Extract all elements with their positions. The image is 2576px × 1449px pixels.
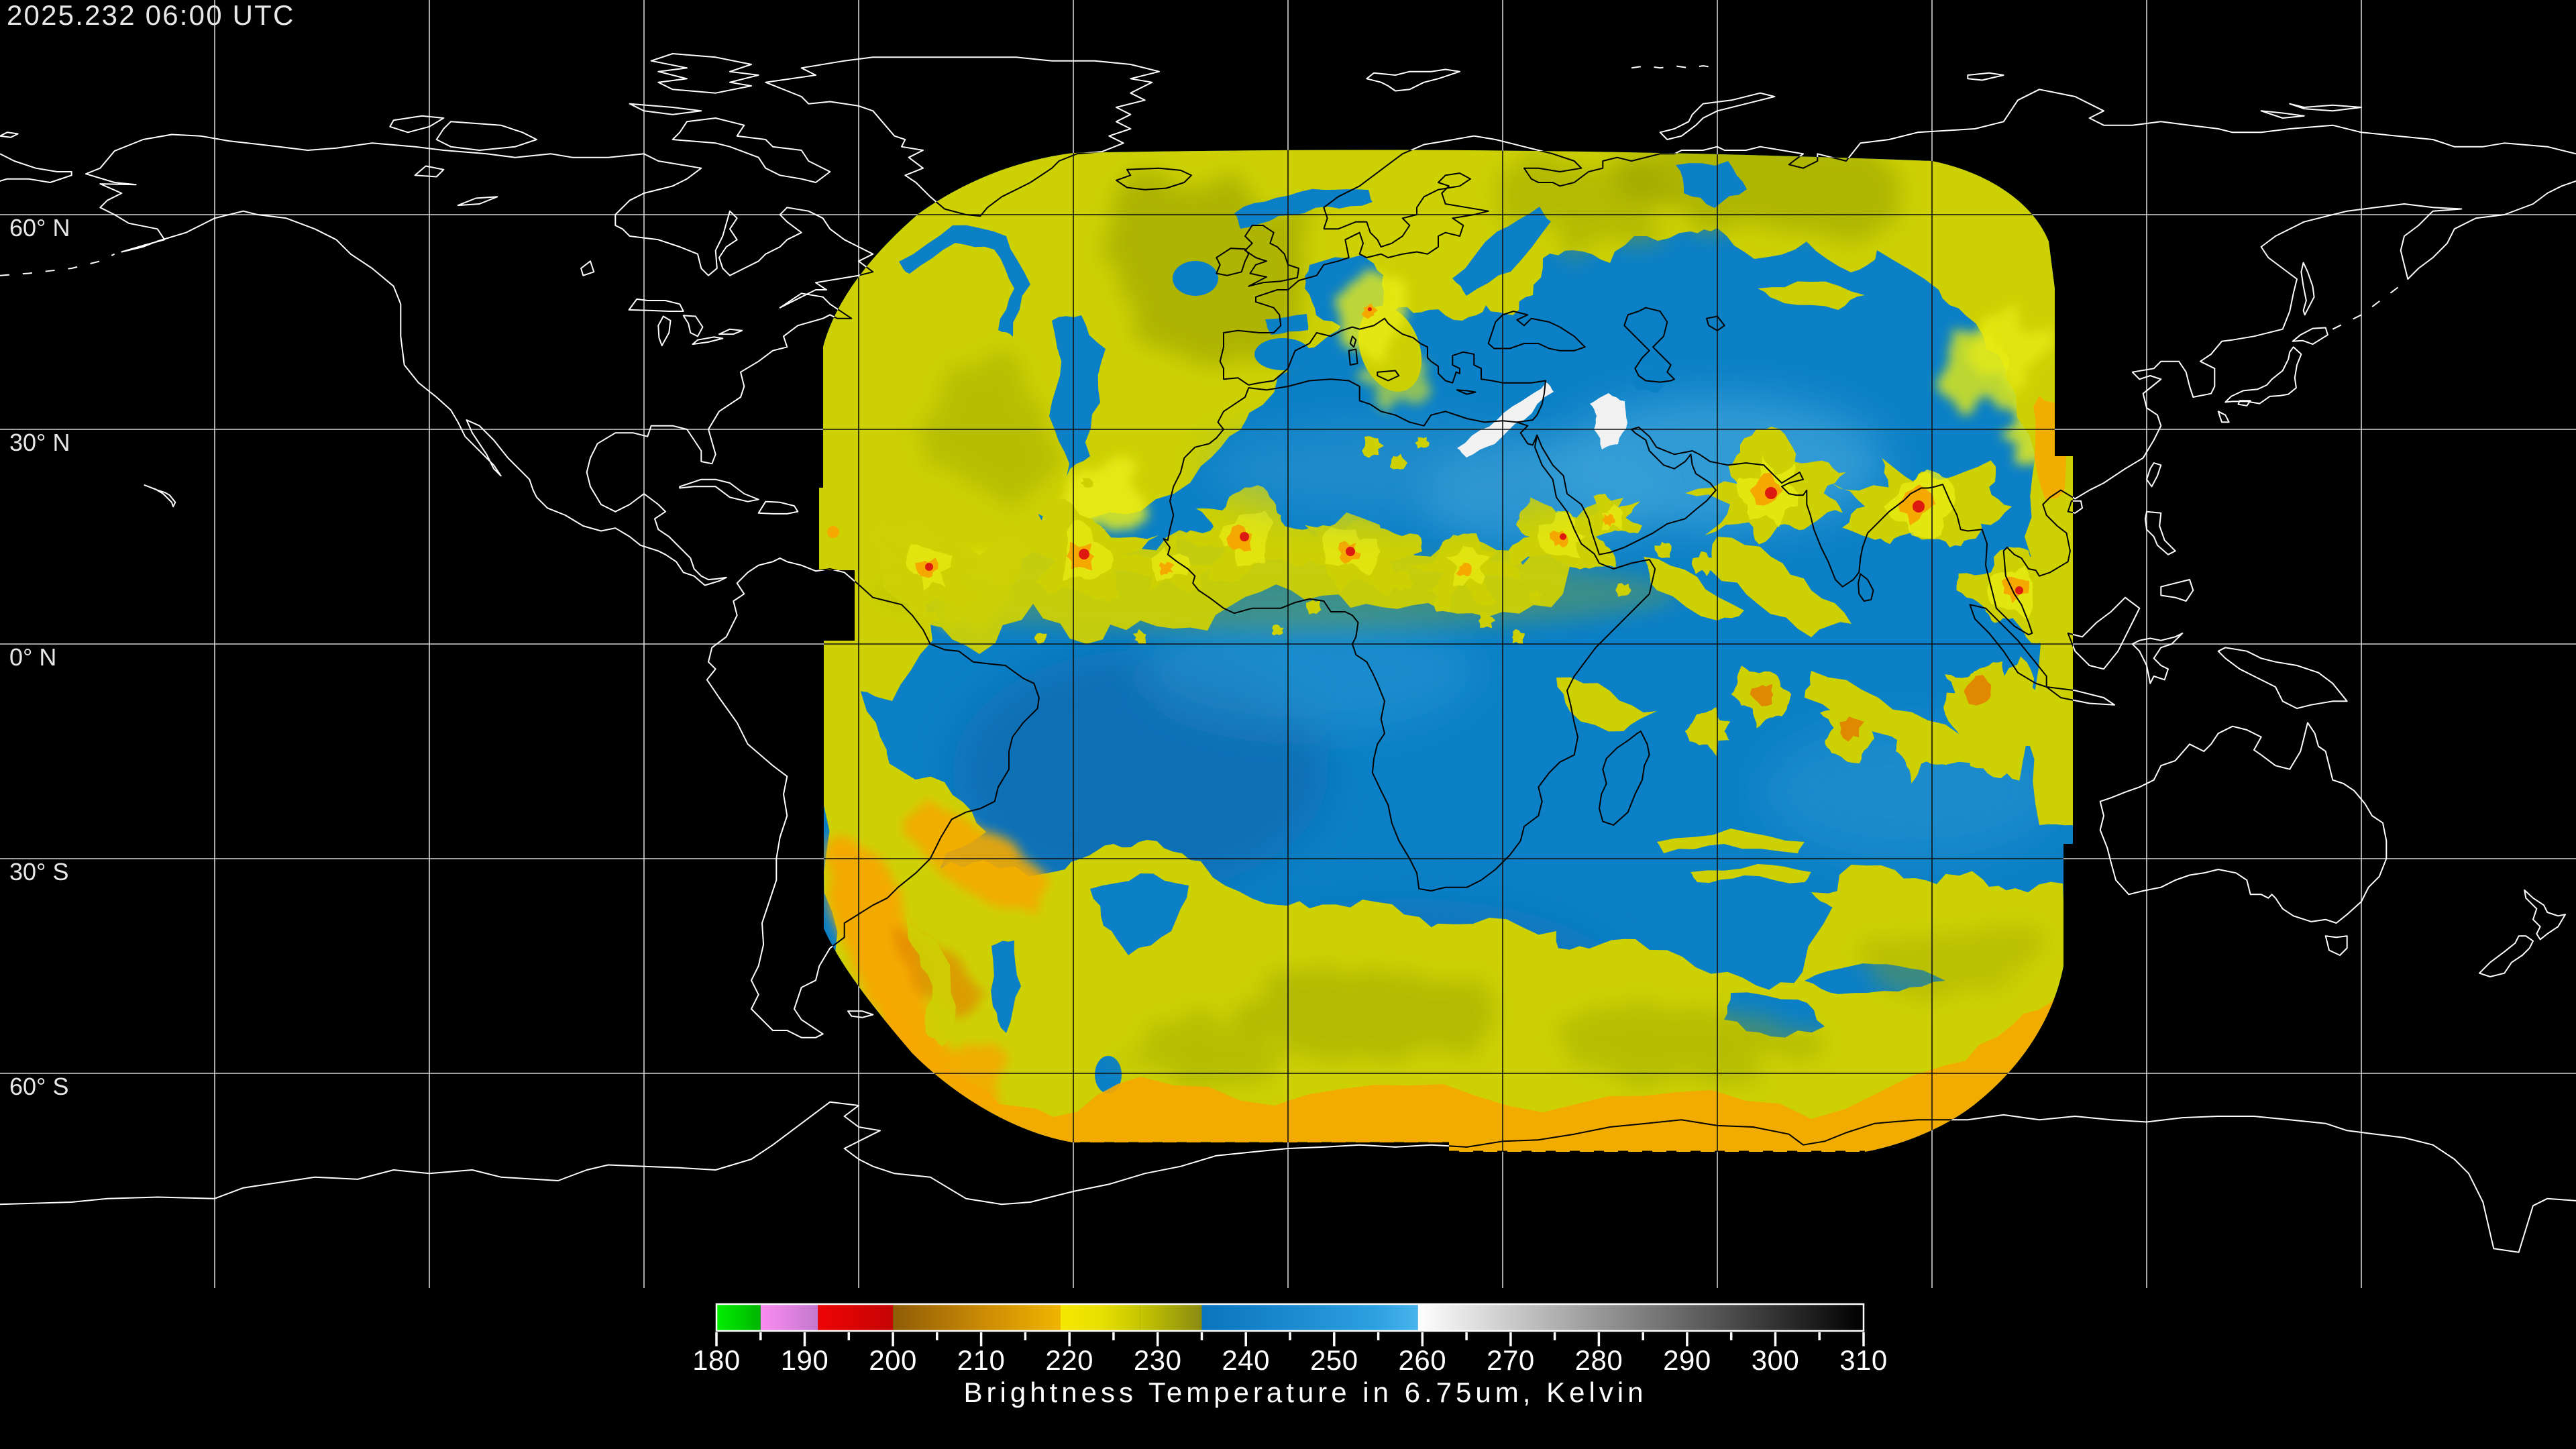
svg-text:30° N: 30° N (9, 429, 70, 456)
svg-text:290: 290 (1663, 1344, 1711, 1376)
svg-text:270: 270 (1487, 1344, 1535, 1376)
svg-text:180: 180 (692, 1344, 741, 1376)
svg-text:0° N: 0° N (9, 643, 56, 671)
svg-text:210: 210 (957, 1344, 1006, 1376)
svg-text:2025.232 06:00 UTC: 2025.232 06:00 UTC (7, 0, 295, 31)
svg-text:260: 260 (1399, 1344, 1447, 1376)
svg-text:310: 310 (1839, 1344, 1888, 1376)
svg-text:Brightness Temperature in 6.75: Brightness Temperature in 6.75um, Kelvin (964, 1377, 1648, 1408)
svg-text:230: 230 (1134, 1344, 1182, 1376)
svg-text:300: 300 (1752, 1344, 1800, 1376)
svg-text:60° S: 60° S (9, 1073, 68, 1100)
svg-text:250: 250 (1310, 1344, 1358, 1376)
svg-text:190: 190 (781, 1344, 829, 1376)
svg-text:220: 220 (1045, 1344, 1093, 1376)
svg-text:280: 280 (1575, 1344, 1623, 1376)
svg-text:200: 200 (869, 1344, 917, 1376)
svg-text:240: 240 (1222, 1344, 1270, 1376)
svg-text:30° S: 30° S (9, 858, 68, 885)
svg-text:60° N: 60° N (9, 214, 70, 241)
